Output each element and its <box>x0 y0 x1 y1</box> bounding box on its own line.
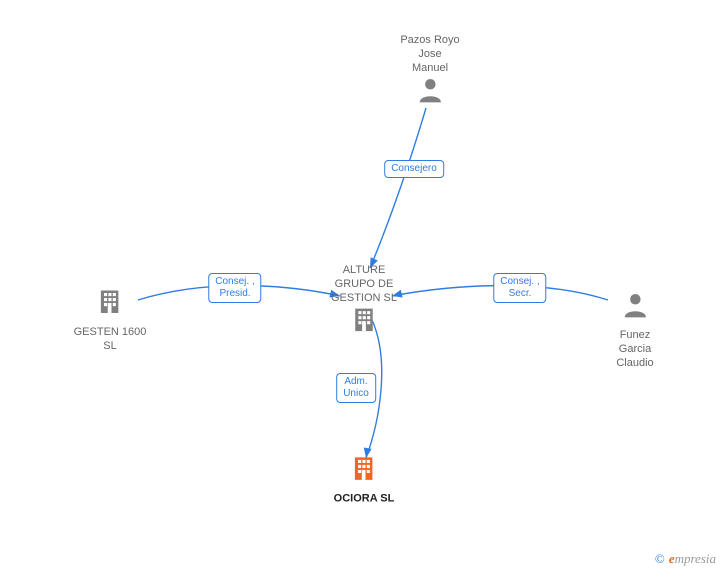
node-ociora[interactable]: OCIORA SL <box>334 454 395 507</box>
diagram-canvas: Pazos RoyoJoseManuel ALTUREGRUPO DEGESTI… <box>0 0 728 575</box>
person-icon <box>620 307 650 324</box>
company-icon <box>95 304 125 321</box>
edge-label-alture-ociora: Adm.Unico <box>336 373 376 403</box>
node-label: ALTUREGRUPO DEGESTION SL <box>331 264 397 305</box>
node-label: GESTEN 1600SL <box>74 326 147 354</box>
node-label: FunezGarciaClaudio <box>616 329 653 370</box>
edge-label-funez-alture: Consej. ,Secr. <box>493 273 546 303</box>
copyright-symbol: © <box>655 551 665 566</box>
person-icon <box>415 92 445 109</box>
watermark: ©empresia <box>655 551 716 567</box>
edge-label-pazos-alture: Consejero <box>384 160 444 178</box>
node-funez[interactable]: FunezGarciaClaudio <box>616 290 653 370</box>
node-alture[interactable]: ALTUREGRUPO DEGESTION SL <box>331 260 397 340</box>
node-gesten[interactable]: GESTEN 1600SL <box>74 287 147 354</box>
edge-label-gesten-alture: Consej. ,Presid. <box>208 273 261 303</box>
company-icon <box>349 471 379 488</box>
edge-pazos-alture <box>370 108 426 268</box>
node-label: OCIORA SL <box>334 493 395 507</box>
node-label: Pazos RoyoJoseManuel <box>400 34 459 75</box>
node-pazos[interactable]: Pazos RoyoJoseManuel <box>400 30 459 110</box>
brand-rest: mpresia <box>675 551 716 566</box>
company-icon <box>349 322 379 339</box>
